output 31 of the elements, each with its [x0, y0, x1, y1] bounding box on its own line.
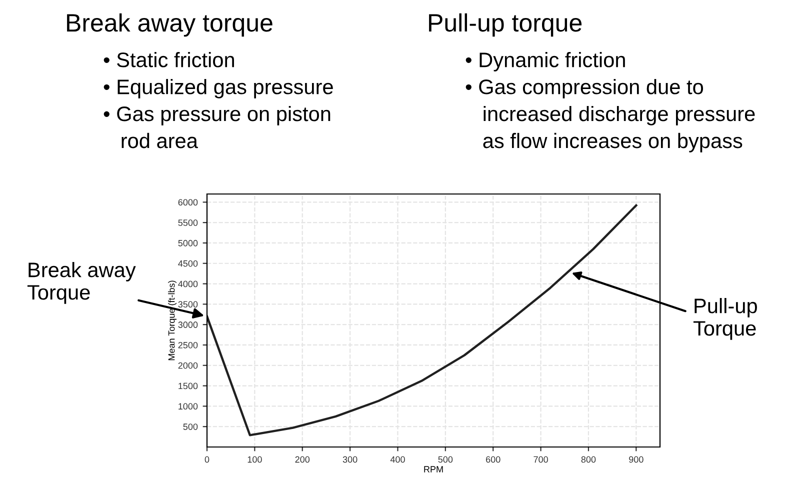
- x-tick-label: 900: [629, 456, 644, 463]
- x-tick-label: 400: [390, 456, 405, 463]
- y-tick-label: 500: [183, 424, 198, 430]
- line-series: [207, 204, 638, 436]
- y-tick-label: 3500: [178, 301, 198, 308]
- annotation: Break away Torque: [27, 262, 136, 304]
- x-axis-title: RPM: [424, 466, 443, 472]
- y-tick-label: 4500: [178, 260, 198, 267]
- y-tick-label: 1500: [178, 382, 198, 390]
- text: Break away torque: [67, 13, 272, 37]
- y-tick-label: 6000: [178, 199, 198, 206]
- y-tick-label: 2500: [178, 342, 198, 348]
- x-tick-label: 700: [534, 456, 548, 463]
- y-tick-label: 5000: [178, 240, 198, 246]
- y-tick-label: 3000: [178, 322, 198, 328]
- x-tick-label: 200: [295, 456, 310, 463]
- y-tick-label: 4000: [178, 280, 198, 288]
- y-axis-title: Mean Torque (ft-lbs): [168, 280, 176, 360]
- x-tick-label: 600: [486, 456, 500, 463]
- text: Pull-up torque: [429, 13, 582, 37]
- text: • Static friction • Equalized gas pressure • Gas pressure on piston rod area: [104, 52, 333, 148]
- x-tick-label: 500: [438, 456, 453, 463]
- text: Pull-up Torque: [693, 298, 757, 340]
- x-tick-label: 300: [342, 456, 358, 463]
- text: • Dynamic friction • Gas compression due to increased discharge pressure as flow increases on bypass: [466, 52, 755, 152]
- y-tick-label: 2000: [178, 362, 198, 369]
- x-tick-label: 800: [581, 456, 596, 463]
- x-tick-label: 0: [204, 456, 210, 463]
- x-tick-label: 100: [248, 456, 262, 463]
- y-tick-label: 5500: [178, 220, 198, 226]
- y-tick-label: 1000: [178, 403, 198, 410]
